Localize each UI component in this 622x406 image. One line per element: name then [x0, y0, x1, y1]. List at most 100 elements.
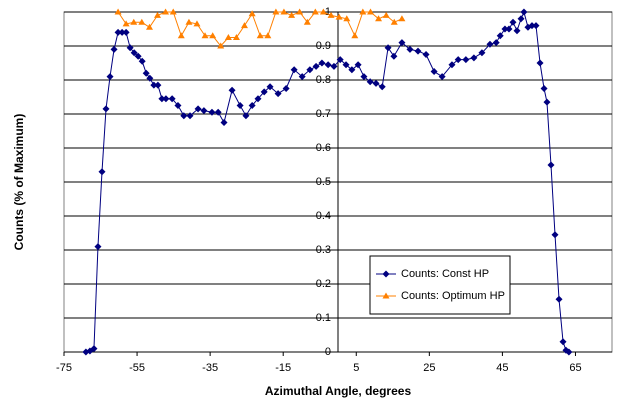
marker [264, 32, 272, 39]
marker [318, 59, 326, 67]
marker [430, 68, 438, 75]
marker [158, 95, 166, 103]
marker [390, 18, 398, 25]
marker [272, 8, 280, 15]
marker [448, 61, 456, 69]
marker [209, 32, 217, 39]
marker [193, 20, 201, 27]
marker [398, 15, 406, 22]
marker [154, 81, 162, 89]
x-tick-label: -55 [129, 362, 145, 374]
marker [102, 105, 110, 113]
marker [359, 8, 367, 15]
marker [142, 69, 150, 77]
marker [478, 49, 486, 57]
marker [354, 61, 362, 69]
marker [543, 98, 551, 106]
marker [290, 66, 298, 74]
marker [312, 62, 320, 70]
marker [150, 81, 158, 89]
marker [106, 73, 114, 81]
y-tick-label: 0.4 [316, 210, 331, 222]
marker [94, 243, 102, 251]
x-tick-label: 25 [423, 362, 435, 374]
marker [154, 11, 162, 18]
marker [306, 66, 314, 74]
marker [492, 39, 500, 47]
marker [348, 66, 356, 74]
marker [180, 112, 188, 120]
x-axis-title: Azimuthal Angle, degrees [265, 384, 412, 398]
legend-label: Counts: Optimum HP [401, 290, 505, 302]
marker [366, 78, 374, 86]
marker [274, 90, 282, 98]
y-tick-label: 0.2 [316, 278, 331, 290]
marker [228, 86, 236, 94]
marker [98, 168, 106, 176]
marker [214, 108, 222, 116]
marker [528, 22, 536, 30]
y-tick-label: 0.5 [316, 176, 331, 188]
marker [505, 25, 513, 33]
marker [130, 18, 138, 25]
marker [422, 51, 430, 58]
marker [336, 56, 344, 64]
legend-marker [382, 292, 390, 299]
y-axis-title: Counts (% of Maximum) [12, 114, 26, 251]
marker [330, 62, 338, 70]
marker [220, 119, 228, 126]
marker [547, 161, 555, 169]
marker [282, 85, 290, 92]
marker [256, 32, 264, 39]
marker [517, 15, 525, 23]
marker [186, 112, 194, 120]
marker [536, 59, 544, 67]
marker [185, 18, 193, 25]
marker [540, 85, 548, 92]
marker [382, 11, 390, 18]
x-tick-label: 45 [496, 362, 508, 374]
marker [398, 39, 406, 47]
marker [236, 102, 244, 109]
marker [406, 45, 414, 53]
marker [303, 18, 311, 25]
marker [565, 348, 573, 356]
marker [438, 73, 446, 81]
marker [327, 11, 335, 18]
marker [414, 47, 422, 55]
y-tick-label: 1 [325, 6, 331, 18]
marker [298, 73, 306, 81]
marker [486, 40, 494, 48]
marker [343, 15, 351, 22]
marker [360, 73, 368, 81]
marker [138, 57, 146, 65]
marker [551, 231, 559, 239]
marker [390, 52, 398, 60]
marker [114, 28, 122, 36]
marker [122, 20, 130, 27]
marker [288, 11, 296, 18]
series-line [85, 10, 570, 353]
marker [168, 95, 176, 103]
marker [194, 105, 202, 113]
y-tick-label: 0.3 [316, 244, 331, 256]
marker [232, 34, 240, 40]
marker [162, 8, 170, 15]
x-tick-label: 65 [569, 362, 581, 374]
marker [509, 18, 517, 26]
marker [384, 44, 392, 52]
marker [126, 44, 134, 52]
marker [122, 28, 130, 36]
marker [134, 52, 142, 60]
marker [501, 25, 509, 33]
marker [454, 56, 462, 64]
y-tick-label: 0.6 [316, 142, 331, 154]
marker [200, 107, 208, 115]
marker [266, 83, 274, 91]
marker [462, 56, 470, 64]
marker [372, 79, 380, 87]
marker [319, 8, 327, 15]
marker [240, 22, 248, 29]
marker [351, 32, 359, 39]
y-tick-label: 0.1 [316, 312, 331, 324]
